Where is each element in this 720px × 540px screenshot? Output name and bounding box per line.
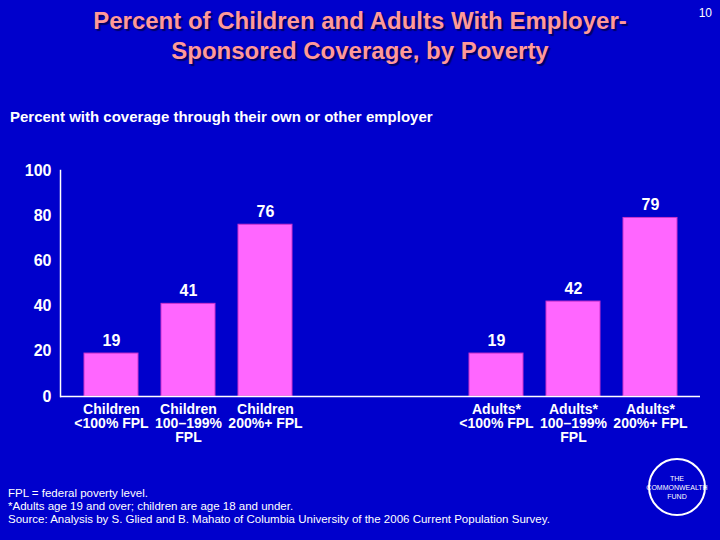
- html-text:10: 10: [698, 6, 712, 20]
- html-text:*Adults age 19 and over; child: *Adults age 19 and over; children are ag…: [8, 500, 294, 512]
- svg-text:40: 40: [34, 297, 52, 314]
- html-text:Source: Analysis by S. Glied a: Source: Analysis by S. Glied and B. Maha…: [8, 513, 550, 525]
- svg-text:Adults*<100% FPL: Adults*<100% FPL: [459, 401, 534, 431]
- svg-text:0: 0: [43, 388, 52, 405]
- svg-text:Adults*100–199%FPL: Adults*100–199%FPL: [540, 401, 608, 445]
- svg-text:41: 41: [180, 282, 198, 299]
- html-text:FPL = federal poverty level.: FPL = federal poverty level.: [8, 487, 148, 499]
- svg-text:42: 42: [565, 280, 583, 297]
- svg-text:76: 76: [257, 203, 275, 220]
- html-text:Percent with coverage through: Percent with coverage through their own …: [10, 108, 433, 125]
- svg-text:Children<100% FPL: Children<100% FPL: [74, 401, 149, 431]
- svg-text:Adults*200%+ FPL: Adults*200%+ FPL: [613, 401, 688, 431]
- svg-text:19: 19: [103, 332, 121, 349]
- html-text:Percent of Children and Adults: Percent of Children and Adults With Empl…: [93, 7, 627, 64]
- svg-text:20: 20: [34, 342, 52, 359]
- svg-text:19: 19: [488, 332, 506, 349]
- svg-text:80: 80: [34, 207, 52, 224]
- svg-text:60: 60: [34, 252, 52, 269]
- svg-text:Children200%+ FPL: Children200%+ FPL: [228, 401, 303, 431]
- html-text:THE COMMONWEALTH FUND: THE COMMONWEALTH FUND: [646, 474, 708, 500]
- svg-text:Children100–199%FPL: Children100–199%FPL: [155, 401, 223, 445]
- svg-text:100: 100: [25, 162, 52, 179]
- svg-text:79: 79: [642, 196, 660, 213]
